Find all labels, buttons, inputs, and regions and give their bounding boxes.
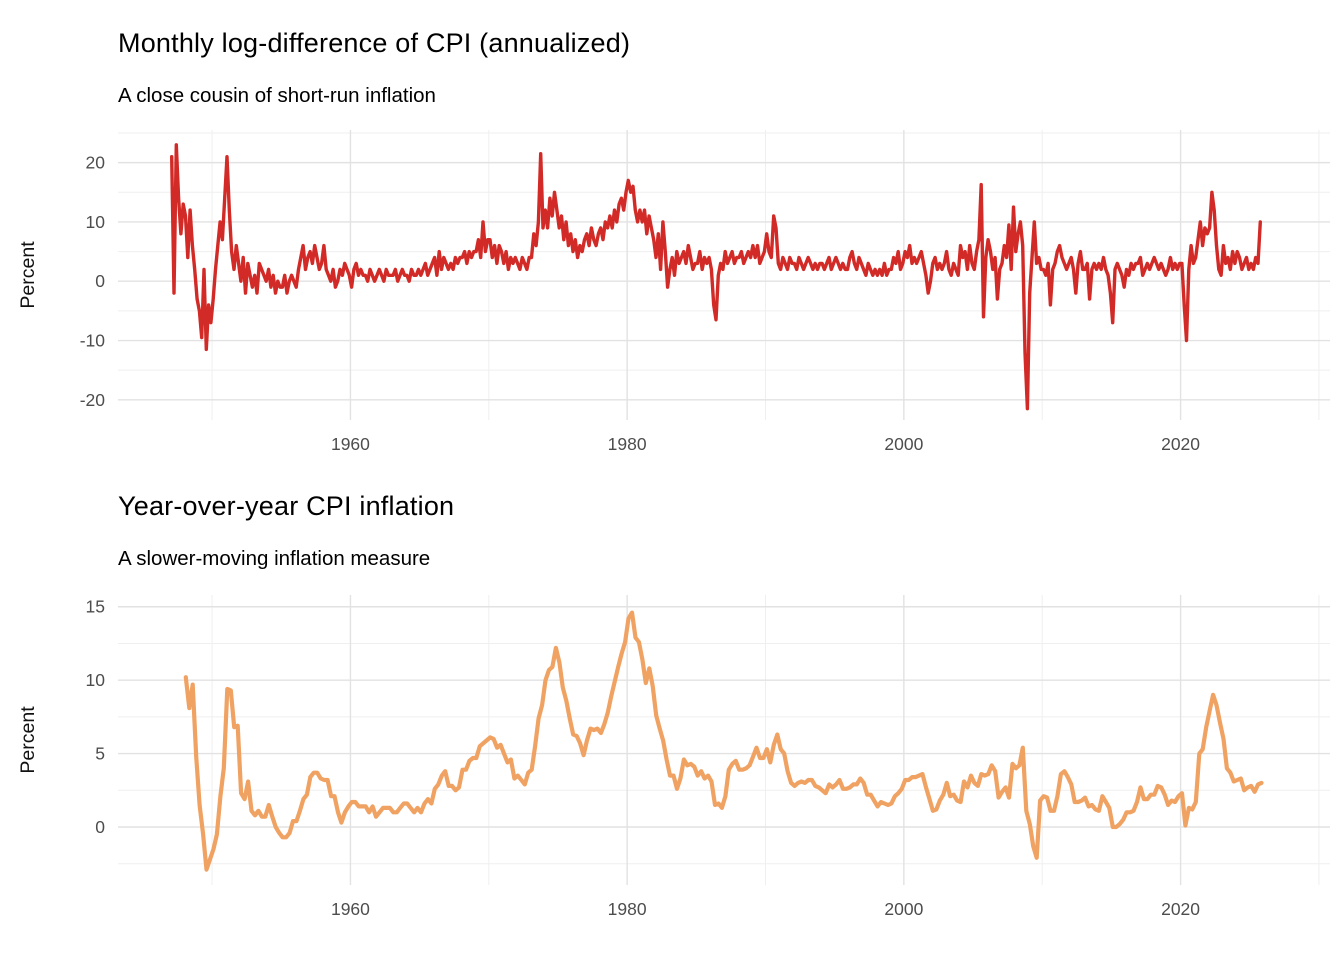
y-tick-label: 0 <box>95 817 105 837</box>
x-tick-label: 2020 <box>1161 899 1200 919</box>
x-tick-label: 1960 <box>331 899 370 919</box>
axis-tick-labels: 15 10 5 0 1960 1980 2000 2020 <box>86 597 1201 919</box>
y-axis-title: Percent <box>17 241 39 309</box>
y-tick-label: 15 <box>86 597 105 617</box>
chart-title: Monthly log-difference of CPI (annualize… <box>118 28 631 58</box>
y-tick-label: 5 <box>95 744 105 764</box>
axis-tick-labels: 20 10 0 -10 -20 1960 1980 2000 2020 <box>80 153 1201 454</box>
y-tick-label: 0 <box>95 271 105 291</box>
x-tick-label: 1960 <box>331 434 370 454</box>
minor-gridlines <box>118 595 1330 885</box>
minor-gridlines <box>118 130 1330 420</box>
y-tick-label: 10 <box>86 212 106 232</box>
chart-canvas-yoy-inflation: 15 10 5 0 1960 1980 2000 2020 Percent <box>17 595 1330 919</box>
chart-title: Year-over-year CPI inflation <box>118 491 455 521</box>
y-tick-label: 10 <box>86 670 106 690</box>
data-line-monthly-log-diff-cpi-annualized <box>169 143 1263 411</box>
data-line-yoy-cpi-inflation <box>183 610 1264 872</box>
x-tick-label: 2020 <box>1161 434 1200 454</box>
chart-subtitle: A slower-moving inflation measure <box>118 547 431 570</box>
x-tick-label: 2000 <box>884 899 923 919</box>
y-axis-title: Percent <box>17 706 39 774</box>
x-tick-label: 1980 <box>608 434 647 454</box>
chart-canvas-monthly-log-diff: 20 10 0 -10 -20 1960 1980 2000 2020 Percent <box>17 130 1330 454</box>
x-tick-label: 1980 <box>608 899 647 919</box>
y-tick-label: -10 <box>80 331 106 351</box>
major-gridlines <box>118 595 1330 885</box>
major-gridlines <box>118 130 1330 420</box>
y-tick-label: 20 <box>86 153 106 173</box>
chart-subtitle: A close cousin of short-run inflation <box>118 84 436 107</box>
y-tick-label: -20 <box>80 390 106 410</box>
x-tick-label: 2000 <box>884 434 923 454</box>
